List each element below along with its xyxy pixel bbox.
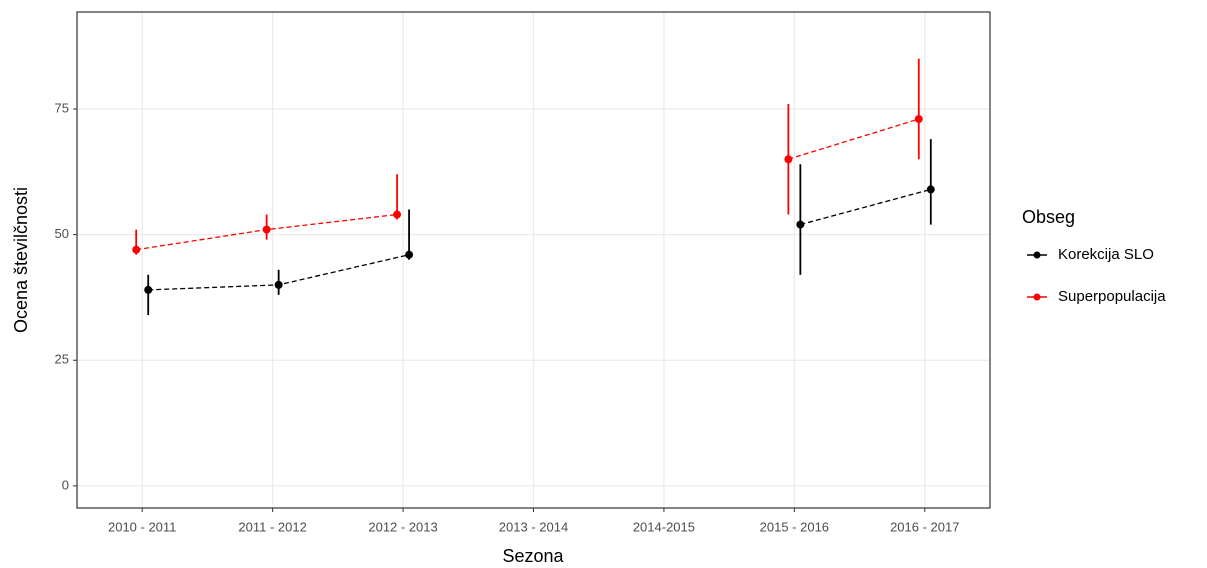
point [144, 285, 153, 294]
y-axis-label: Ocena številčnosti [11, 187, 31, 333]
x-tick-label: 2013 - 2014 [499, 519, 568, 534]
legend-label: Korekcija SLO [1058, 246, 1154, 263]
series-line [788, 118, 919, 160]
point [926, 185, 935, 194]
x-tick-label: 2012 - 2013 [368, 519, 437, 534]
series-line [800, 188, 931, 226]
x-tick-label: 2014-2015 [633, 519, 695, 534]
point [405, 250, 414, 259]
point [262, 225, 271, 234]
point [784, 155, 793, 164]
y-tick-label: 25 [55, 352, 69, 367]
legend-label: Superpopulacija [1058, 288, 1166, 305]
x-tick-label: 2015 - 2016 [760, 519, 829, 534]
point [796, 220, 805, 229]
legend-point [1033, 293, 1041, 301]
y-tick-label: 0 [62, 477, 69, 492]
point [393, 210, 402, 219]
point [274, 280, 283, 289]
panel-border [76, 11, 991, 509]
x-tick-label: 2016 - 2017 [890, 519, 959, 534]
point [132, 245, 141, 254]
legend-point [1033, 251, 1041, 259]
x-tick-label: 2010 - 2011 [108, 519, 176, 534]
x-axis-label: Sezona [502, 546, 564, 566]
legend-title: Obseg [1022, 207, 1075, 227]
y-tick-label: 75 [55, 100, 69, 115]
x-tick-label: 2011 - 2012 [238, 519, 306, 534]
y-tick-label: 50 [55, 226, 69, 241]
point [914, 115, 923, 124]
